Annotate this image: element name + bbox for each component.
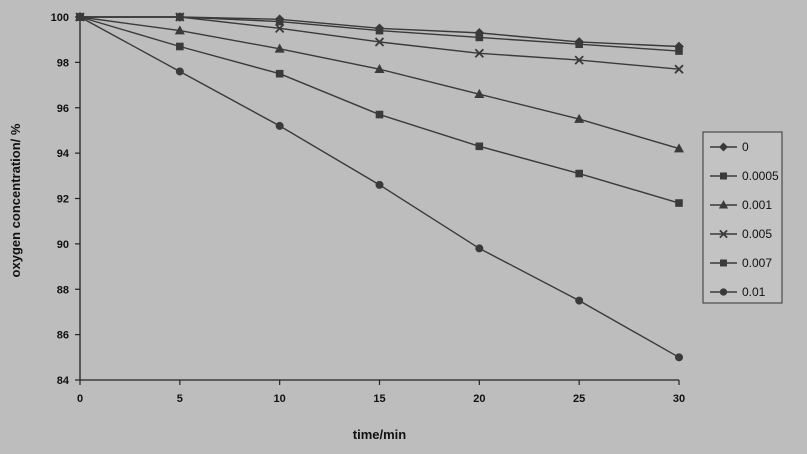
data-point <box>574 55 584 65</box>
y-tick-label: 96 <box>57 103 69 115</box>
data-point <box>375 26 384 35</box>
data-point <box>75 13 84 22</box>
data-point <box>575 296 584 305</box>
data-point <box>474 88 485 98</box>
data-point <box>374 63 385 73</box>
x-tick-label: 10 <box>274 393 286 405</box>
legend-marker <box>720 172 727 180</box>
series-line <box>79 16 680 150</box>
data-point <box>275 17 284 26</box>
data-point <box>374 37 385 47</box>
legend-item: 0.005 <box>710 227 772 241</box>
data-point <box>475 142 484 151</box>
legend-label: 0 <box>742 140 749 154</box>
series-0.0005 <box>76 13 683 55</box>
data-point <box>176 42 184 51</box>
series-0.005 <box>75 12 684 74</box>
y-tick-label: 88 <box>57 284 69 296</box>
x-tick-label: 0 <box>77 393 83 405</box>
legend-marker <box>718 200 729 209</box>
legend-marker <box>719 229 728 239</box>
legend-marker <box>720 259 727 267</box>
legend-label: 0.0005 <box>742 169 779 183</box>
legend-label: 0.007 <box>742 256 772 270</box>
legend-label: 0.005 <box>742 227 772 241</box>
data-point <box>675 199 683 207</box>
data-point <box>475 33 484 42</box>
legend-item: 0 <box>710 140 749 154</box>
data-point <box>474 48 484 58</box>
legend: 0 0.0005 0.001 0.005 0.007 0.01 <box>702 131 783 304</box>
y-axis-title: oxygen concentration/ % <box>8 123 23 277</box>
data-point <box>675 47 683 55</box>
y-tick-label: 98 <box>57 57 69 69</box>
axis-ticks: 0 5 10 15 20 25 30 84 86 88 90 92 94 96 98 100 <box>51 12 685 405</box>
series-0.001 <box>74 11 685 153</box>
legend-item: 0.0005 <box>710 169 779 183</box>
data-point <box>674 64 684 74</box>
data-point <box>375 110 384 119</box>
data-point <box>175 67 184 76</box>
data-point <box>575 40 583 49</box>
data-point <box>275 69 284 78</box>
x-tick-label: 20 <box>473 393 485 405</box>
data-point <box>175 12 185 22</box>
legend-marker <box>719 288 728 296</box>
y-tick-label: 86 <box>57 330 69 342</box>
data-point <box>275 23 285 33</box>
x-tick-label: 30 <box>673 393 685 405</box>
legend-item: 0.001 <box>710 198 772 212</box>
data-point <box>674 353 683 362</box>
legend-label: 0.001 <box>742 198 772 212</box>
y-tick-label: 84 <box>57 375 70 387</box>
series-lines <box>74 11 685 362</box>
data-point <box>475 244 484 253</box>
data-point <box>275 121 284 130</box>
y-tick-label: 92 <box>57 194 69 206</box>
y-tick-label: 90 <box>57 239 69 251</box>
legend-label: 0.01 <box>742 285 766 299</box>
legend-item: 0.01 <box>710 285 766 299</box>
data-point <box>375 180 384 189</box>
legend-box <box>702 131 783 304</box>
data-point <box>174 25 185 35</box>
x-axis-title: time/min <box>353 427 407 442</box>
legend-marker <box>719 142 728 152</box>
y-tick-label: 100 <box>51 12 69 24</box>
x-tick-label: 15 <box>373 393 385 405</box>
series-0.01 <box>75 13 683 362</box>
y-tick-label: 94 <box>57 148 70 160</box>
x-tick-label: 25 <box>573 393 585 405</box>
data-point <box>575 169 583 178</box>
data-point <box>274 43 285 53</box>
x-tick-label: 5 <box>177 393 183 405</box>
data-point <box>673 143 685 153</box>
data-point <box>574 113 585 123</box>
legend-item: 0.007 <box>710 256 772 270</box>
